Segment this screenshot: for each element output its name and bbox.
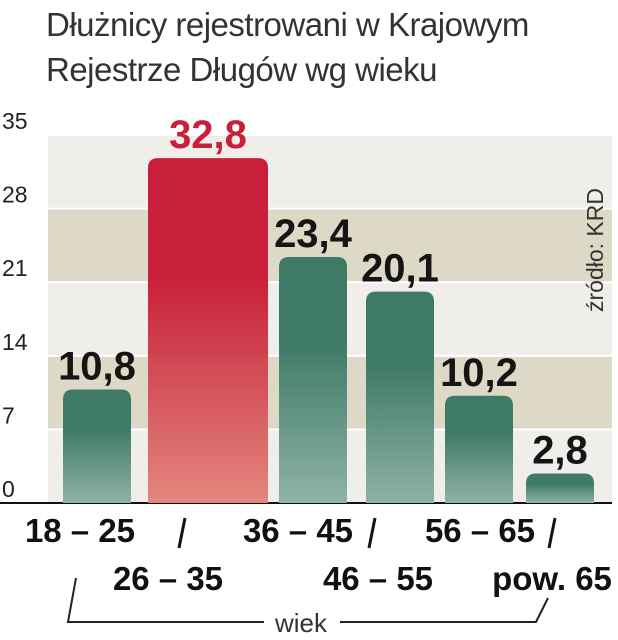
bracket-line bbox=[66, 577, 549, 623]
y-tick-label: 21 bbox=[2, 255, 28, 281]
category-separator bbox=[367, 517, 377, 549]
bar bbox=[526, 473, 594, 503]
y-tick-label: 0 bbox=[2, 476, 15, 502]
y-tick-label: 35 bbox=[2, 108, 28, 134]
bar-value-label: 20,1 bbox=[361, 247, 439, 291]
y-tick-label: 14 bbox=[2, 329, 28, 355]
category-separator bbox=[547, 517, 557, 549]
bars bbox=[63, 158, 594, 504]
chart-title-line-1: Dłużnicy rejestrowani w Krajowym bbox=[46, 6, 529, 43]
x-category-label: 18 – 25 bbox=[25, 512, 135, 549]
bar-value-label: 32,8 bbox=[169, 113, 247, 157]
chart-title: Dłużnicy rejestrowani w Krajowym Rejestr… bbox=[46, 2, 606, 92]
y-tick-label: 7 bbox=[2, 402, 15, 428]
bar bbox=[63, 389, 131, 503]
x-category-label: 26 – 35 bbox=[113, 560, 223, 597]
x-category-label: 56 – 65 bbox=[425, 512, 535, 549]
bar-highlight bbox=[148, 158, 268, 504]
bar-value-label: 10,8 bbox=[58, 344, 136, 388]
bar bbox=[279, 256, 347, 503]
x-category-label: pow. 65 bbox=[492, 560, 612, 597]
x-category-label: 36 – 45 bbox=[243, 512, 353, 549]
x-axis-bracket bbox=[66, 577, 549, 623]
bar bbox=[445, 395, 513, 503]
plot-band bbox=[48, 135, 612, 209]
bar bbox=[366, 291, 434, 503]
y-tick-label: 28 bbox=[2, 182, 28, 208]
value-labels: 10,8 32,8 23,420,1 10,2 2,8 bbox=[58, 113, 588, 472]
chart-title-line-2: Rejestrze Długów wg wieku bbox=[46, 51, 438, 88]
y-axis-ticks: 0 7 14 21 28 35 bbox=[2, 108, 28, 502]
x-category-label: 46 – 55 bbox=[323, 560, 433, 597]
category-separator bbox=[177, 517, 187, 549]
bar-value-label: 2,8 bbox=[532, 429, 588, 473]
bar-value-label: 23,4 bbox=[274, 212, 353, 256]
bar-value-label: 10,2 bbox=[440, 351, 518, 395]
x-axis-label: wiek bbox=[274, 608, 328, 638]
source-label: źródło: KRD bbox=[582, 188, 608, 312]
x-axis-categories: 18 – 25 26 – 35 36 – 45 46 – 55 56 – 65 pow. … bbox=[25, 512, 612, 597]
